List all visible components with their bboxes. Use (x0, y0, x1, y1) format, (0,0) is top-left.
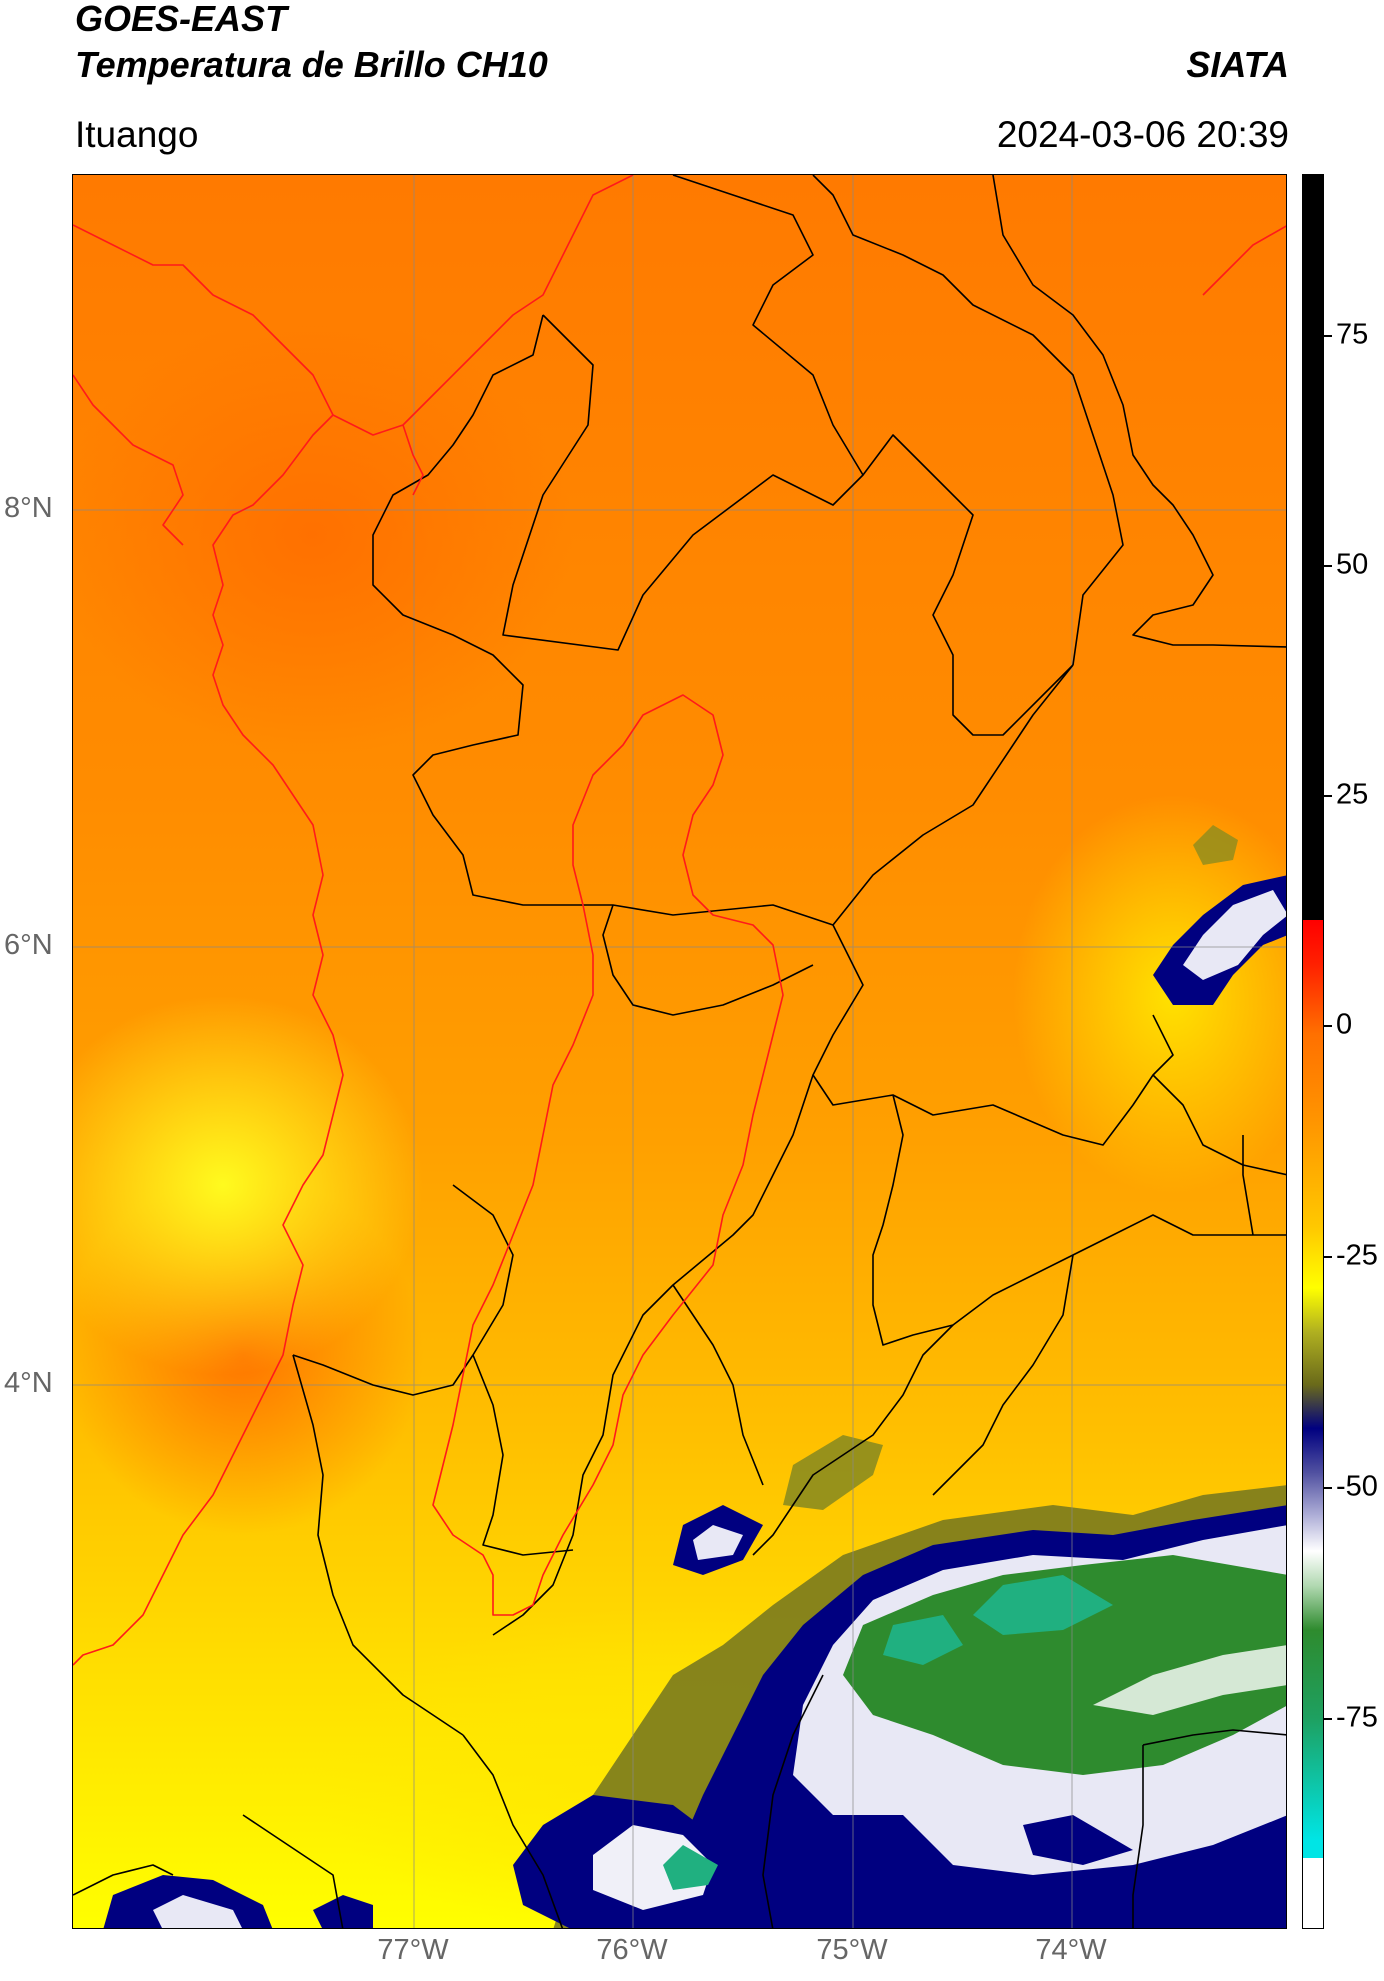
cool-region-west (73, 995, 423, 1375)
colorbar-label-minus50: -50 (1336, 1470, 1378, 1503)
lon-label-77w: 77°W (377, 1934, 449, 1966)
lat-label-4n: 4°N (4, 1367, 53, 1399)
product-title: Temperatura de Brillo CH10 (75, 44, 548, 85)
lon-label-74w: 74°W (1035, 1934, 1107, 1966)
lon-label-75w: 75°W (816, 1934, 888, 1966)
region-label: Ituango (75, 114, 199, 155)
temperature-colorbar (1302, 174, 1324, 1929)
colorbar-label-0: 0 (1336, 1008, 1353, 1041)
cold-cloud-cluster-southwest (103, 1795, 733, 1928)
datetime-label: 2024-03-06 20:39 (996, 114, 1289, 155)
colorbar-tick-minus25 (1324, 1256, 1332, 1258)
lat-label-6n: 6°N (4, 929, 53, 961)
colorbar-tick-0 (1324, 1025, 1332, 1027)
colorbar-label-minus25: -25 (1336, 1239, 1378, 1272)
satellite-title: GOES-EAST (75, 0, 288, 39)
organization-label: SIATA (1186, 44, 1289, 85)
coastline (73, 175, 1286, 1666)
colorbar-label-50: 50 (1336, 548, 1369, 581)
colorbar-tick-minus50 (1324, 1487, 1332, 1489)
colorbar-tick-50 (1324, 565, 1332, 567)
colorbar-label-minus75: -75 (1336, 1701, 1378, 1734)
colorbar-tick-75 (1324, 335, 1332, 337)
warm-region-northwest (73, 315, 573, 755)
colorbar-tick-minus75 (1324, 1718, 1332, 1720)
graticule (73, 175, 1286, 1928)
cold-cloud-band-south (553, 1485, 1286, 1928)
lon-label-76w: 76°W (596, 1934, 668, 1966)
department-borders (73, 175, 1286, 1928)
brightness-temperature-map (72, 174, 1287, 1929)
ituango-basin (432, 694, 784, 1616)
lat-label-8n: 8°N (4, 492, 53, 524)
colorbar-tick-25 (1324, 795, 1332, 797)
cold-cloud-cluster-east (1153, 825, 1286, 1005)
cool-region-east (1013, 795, 1286, 1195)
colorbar-label-25: 25 (1336, 778, 1369, 811)
map-canvas (73, 175, 1286, 1928)
colorbar-label-75: 75 (1336, 318, 1369, 351)
cold-cloud-cluster-southcentral (673, 1435, 883, 1575)
